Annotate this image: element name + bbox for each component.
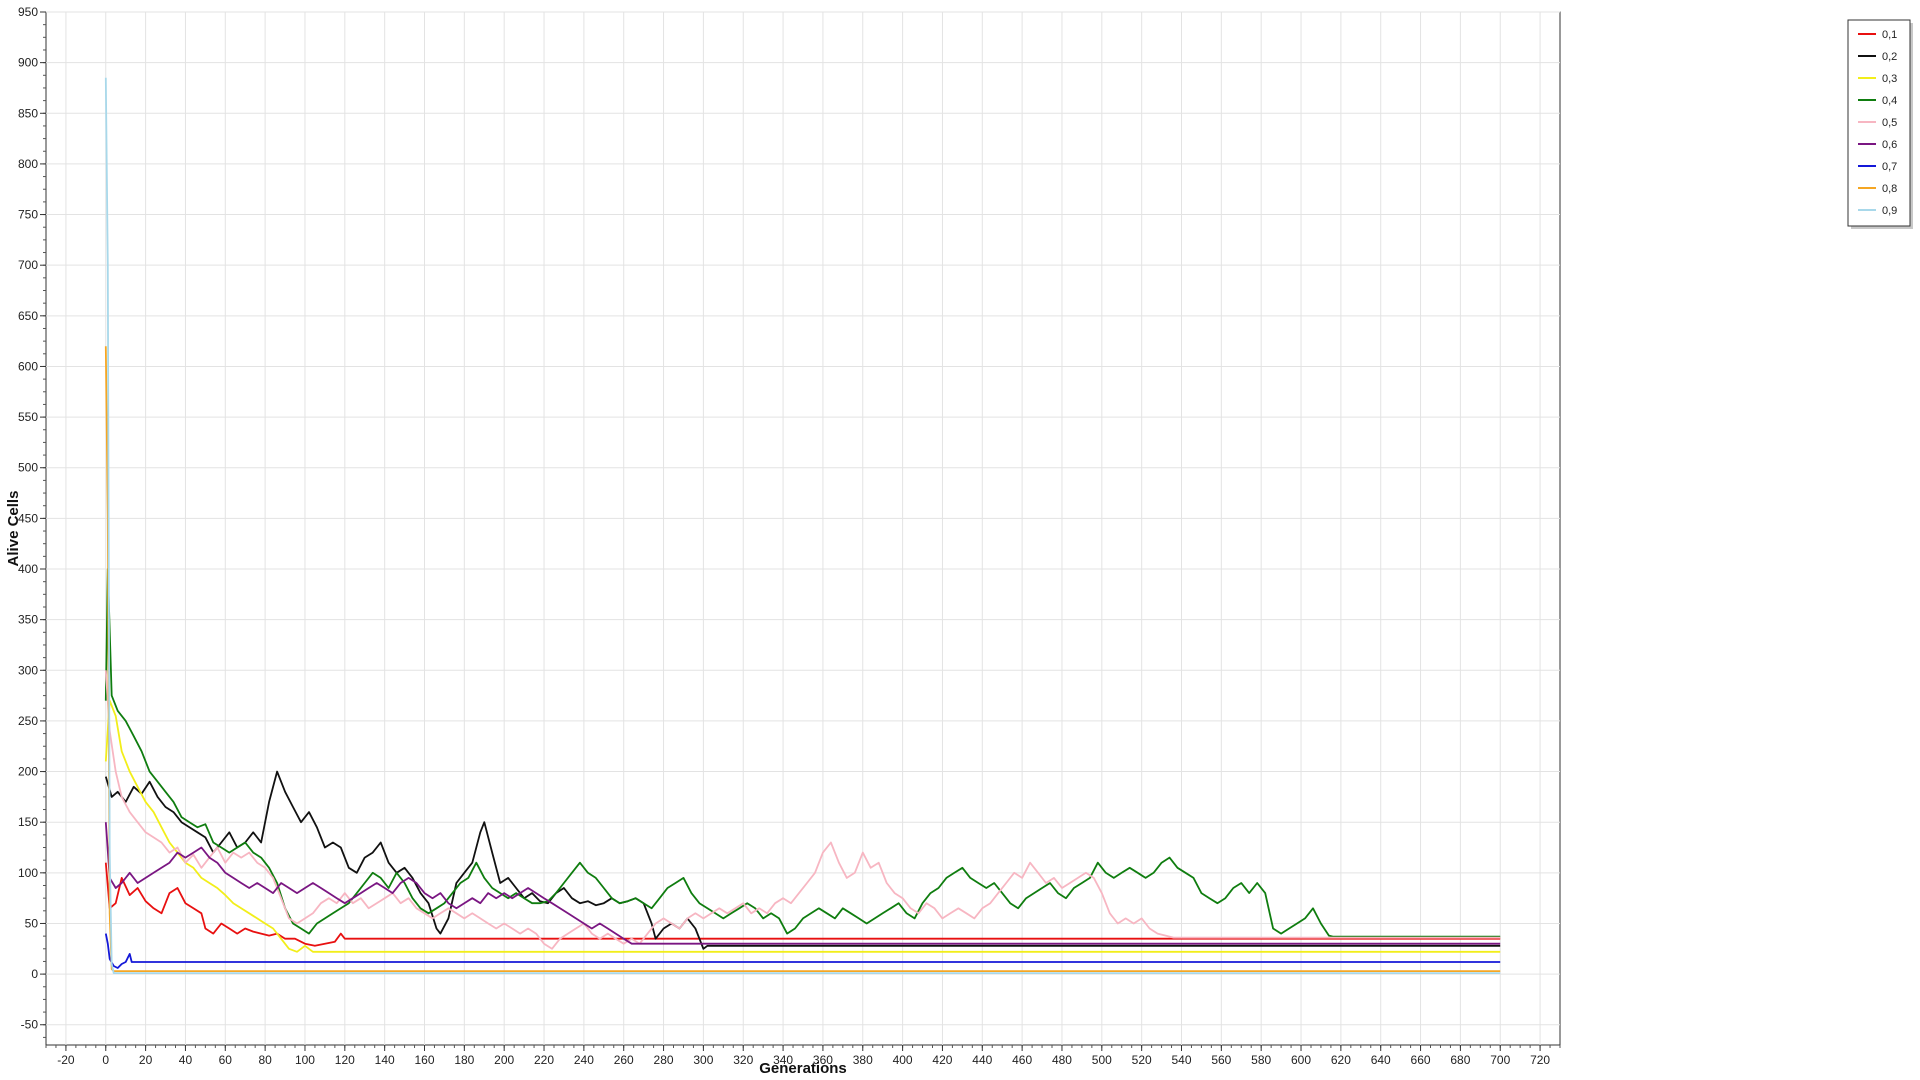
y-tick-label: 700 xyxy=(18,258,38,272)
x-tick-label: 80 xyxy=(258,1053,272,1067)
series-line-4 xyxy=(104,568,1501,938)
legend-label: 0,6 xyxy=(1882,139,1897,151)
y-tick-label: 400 xyxy=(18,562,38,576)
y-tick-label: 600 xyxy=(18,359,38,373)
plot-area xyxy=(45,11,1561,1046)
x-tick-label: 540 xyxy=(1171,1053,1191,1067)
x-tick-label: 500 xyxy=(1092,1053,1112,1067)
y-tick-label: 650 xyxy=(18,309,38,323)
x-tick-label: 320 xyxy=(733,1053,753,1067)
y-tick-label: 200 xyxy=(18,765,38,779)
x-tick-label: 460 xyxy=(1012,1053,1032,1067)
y-tick-label: 150 xyxy=(18,815,38,829)
x-tick-label: 660 xyxy=(1411,1053,1431,1067)
x-tick-label: 400 xyxy=(893,1053,913,1067)
x-tick-label: 440 xyxy=(972,1053,992,1067)
series-line-7 xyxy=(104,933,1501,969)
y-tick-label: 850 xyxy=(18,106,38,120)
axes: -20 0 20 40 60 80 100 120 140 160 180 200 220 240 260 2… xyxy=(18,5,1561,1067)
plot-frame xyxy=(45,11,1561,1046)
y-tick-label: 300 xyxy=(18,663,38,677)
x-tick-label: 200 xyxy=(494,1053,514,1067)
legend-label: 0,5 xyxy=(1882,117,1897,129)
y-tick-label: -50 xyxy=(21,1018,39,1032)
legend: 0,1 0,2 0,3 0,4 0,5 0,6 0,7 0,8 0,9 xyxy=(1847,19,1913,229)
x-tick-label: 100 xyxy=(295,1053,315,1067)
y-axis-title: Alive Cells xyxy=(5,491,22,567)
y-tick-label: 750 xyxy=(18,208,38,222)
x-tick-label: 180 xyxy=(454,1053,474,1067)
series-line-1 xyxy=(104,862,1501,947)
y-tick-label: 900 xyxy=(18,56,38,70)
y-tick-label: 0 xyxy=(31,967,38,981)
series-line-3 xyxy=(104,699,1501,953)
x-tick-label: 520 xyxy=(1132,1053,1152,1067)
legend-label: 0,3 xyxy=(1882,73,1897,85)
x-tick-label: 380 xyxy=(853,1053,873,1067)
x-tick-label: 20 xyxy=(139,1053,153,1067)
y-tick-label: 950 xyxy=(18,5,38,19)
x-tick-label: 240 xyxy=(574,1053,594,1067)
x-tick-label: 260 xyxy=(614,1053,634,1067)
x-tick-label: 680 xyxy=(1450,1053,1470,1067)
series-lines xyxy=(104,77,1501,974)
x-tick-label: 140 xyxy=(375,1053,395,1067)
y-tick-label: 800 xyxy=(18,157,38,171)
x-tick-label: 360 xyxy=(813,1053,833,1067)
legend-box xyxy=(1847,19,1911,227)
x-tick-label: 600 xyxy=(1291,1053,1311,1067)
x-tick-label: 480 xyxy=(1052,1053,1072,1067)
x-tick-label: 620 xyxy=(1331,1053,1351,1067)
x-tick-label: 300 xyxy=(693,1053,713,1067)
y-tick-label: 100 xyxy=(18,866,38,880)
x-tick-label: 160 xyxy=(414,1053,434,1067)
x-tick-label: 420 xyxy=(932,1053,952,1067)
y-tick-label: 250 xyxy=(18,714,38,728)
y-tick-label: 450 xyxy=(18,511,38,525)
legend-label: 0,4 xyxy=(1882,95,1897,107)
y-tick-label: 50 xyxy=(25,916,39,930)
x-tick-label: 340 xyxy=(773,1053,793,1067)
x-tick-label: 700 xyxy=(1490,1053,1510,1067)
x-tick-label: -20 xyxy=(57,1053,75,1067)
legend-label: 0,9 xyxy=(1882,205,1897,217)
legend-label: 0,7 xyxy=(1882,161,1897,173)
legend-label: 0,1 xyxy=(1882,29,1897,41)
x-tick-label: 0 xyxy=(102,1053,109,1067)
x-tick-label: 220 xyxy=(534,1053,554,1067)
x-tick-label: 560 xyxy=(1211,1053,1231,1067)
series-line-6 xyxy=(104,822,1501,945)
x-tick-label: 720 xyxy=(1530,1053,1550,1067)
x-tick-label: 60 xyxy=(219,1053,233,1067)
legend-label: 0,2 xyxy=(1882,51,1897,63)
series-line-9 xyxy=(104,77,1501,974)
legend-label: 0,8 xyxy=(1882,183,1897,195)
y-tick-label: 350 xyxy=(18,613,38,627)
x-tick-label: 40 xyxy=(179,1053,193,1067)
x-tick-label: 640 xyxy=(1371,1053,1391,1067)
x-tick-label: 580 xyxy=(1251,1053,1271,1067)
x-tick-label: 280 xyxy=(654,1053,674,1067)
y-tick-label: 500 xyxy=(18,461,38,475)
y-tick-label: 550 xyxy=(18,410,38,424)
x-axis-title: Generations xyxy=(759,1060,847,1077)
x-tick-label: 120 xyxy=(335,1053,355,1067)
